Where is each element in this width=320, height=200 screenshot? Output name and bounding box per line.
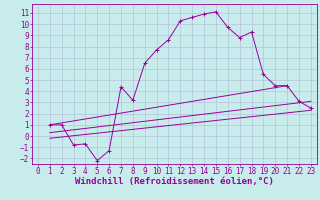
X-axis label: Windchill (Refroidissement éolien,°C): Windchill (Refroidissement éolien,°C) bbox=[75, 177, 274, 186]
